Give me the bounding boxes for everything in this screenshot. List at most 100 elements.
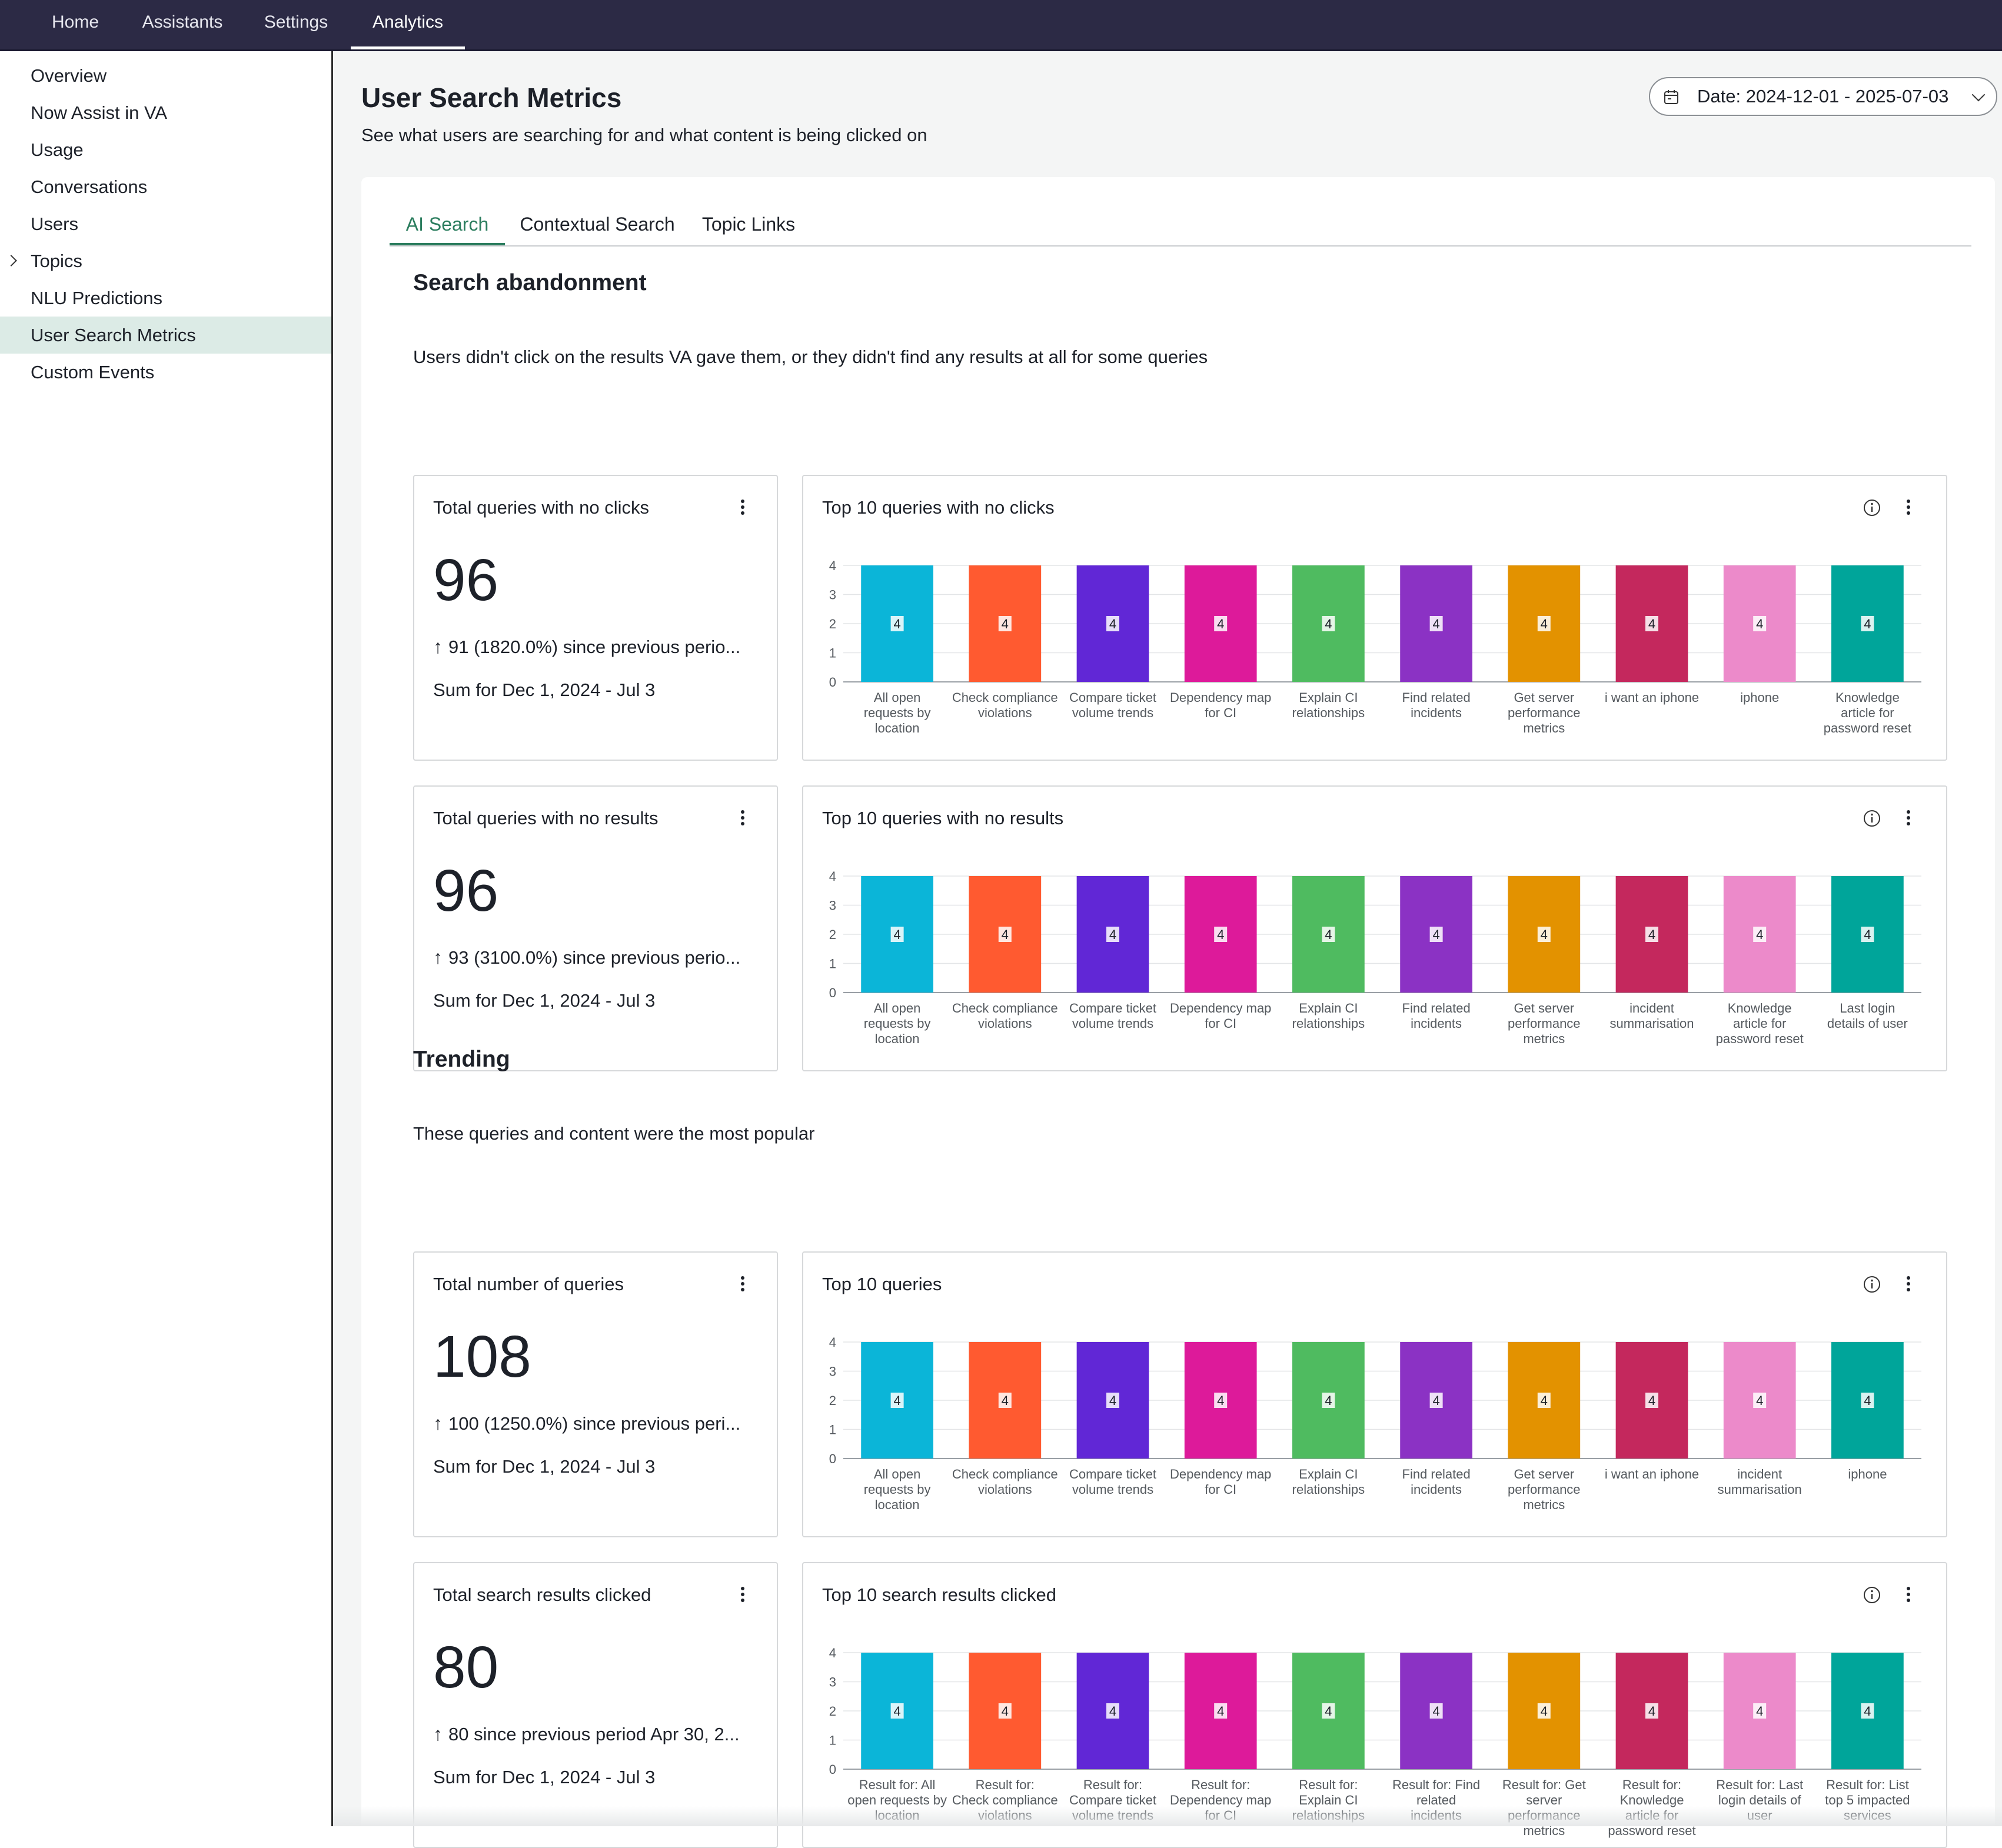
more-options-icon[interactable] <box>740 1276 745 1294</box>
arrow-up-icon: ↑ <box>433 1723 443 1744</box>
more-options-icon[interactable] <box>1906 1587 1911 1604</box>
more-options-icon[interactable] <box>1906 1276 1911 1294</box>
sidebar-item-overview[interactable]: Overview <box>0 57 331 94</box>
x-tick-label: All open requests by location <box>864 690 931 735</box>
date-range-button[interactable]: Date: 2024-12-01 - 2025-07-03 <box>1649 77 1997 116</box>
data-label-bg <box>1429 1703 1443 1719</box>
kpi-title: Total queries with no results <box>433 808 659 828</box>
info-icon[interactable] <box>1863 1586 1881 1604</box>
top-nav: Home Assistants Settings Analytics <box>0 0 2002 51</box>
data-label: 4 <box>1541 617 1548 631</box>
data-label-bg <box>1322 927 1335 942</box>
data-label-bg <box>1322 616 1335 631</box>
chart-title: Top 10 search results clicked <box>822 1584 1057 1605</box>
data-label-bg <box>998 616 1012 631</box>
y-tick-label: 2 <box>829 617 836 631</box>
kpi-sum-range: Sum for Dec 1, 2024 - Jul 3 <box>433 1456 656 1477</box>
kpi-sum-range: Sum for Dec 1, 2024 - Jul 3 <box>433 990 656 1011</box>
y-tick-label: 4 <box>829 869 836 884</box>
sidebar-item-custom-events[interactable]: Custom Events <box>0 354 331 391</box>
kpi-delta: ↑ 100 (1250.0%) since previous peri... <box>433 1413 763 1434</box>
data-label: 4 <box>893 617 900 631</box>
sidebar-item-nlu-predictions[interactable]: NLU Predictions <box>0 279 331 317</box>
more-options-icon[interactable] <box>740 1587 745 1604</box>
sidebar-item-label: NLU Predictions <box>31 288 162 308</box>
data-label-bg <box>1214 616 1228 631</box>
data-label: 4 <box>1325 927 1332 942</box>
sidebar-item-now-assist[interactable]: Now Assist in VA <box>0 94 331 131</box>
data-label-bg <box>1753 1393 1767 1408</box>
more-options-icon[interactable] <box>740 500 745 517</box>
nav-analytics[interactable]: Analytics <box>351 0 465 49</box>
data-label: 4 <box>1002 617 1009 631</box>
arrow-up-icon: ↑ <box>433 1413 443 1434</box>
data-label: 4 <box>1432 1393 1439 1408</box>
nav-assistants[interactable]: Assistants <box>142 12 223 32</box>
x-tick-label: Check compliance violations <box>952 1001 1058 1031</box>
data-label-bg <box>1861 1703 1874 1719</box>
chevron-right-icon[interactable] <box>5 254 17 267</box>
data-label: 4 <box>1217 1393 1224 1408</box>
bar-chart-no-results: 0 1 2 3 4 4 All open requests by location 4 Check … <box>829 869 1921 1046</box>
x-tick-label: Get server performance metrics <box>1508 690 1581 735</box>
page-title: User Search Metrics <box>361 82 622 113</box>
kpi-card-total-queries: Total number of queries 108 ↑ 100 (1250.0… <box>413 1251 778 1537</box>
x-tick-label: Dependency map for CI <box>1170 690 1271 720</box>
data-label: 4 <box>1864 617 1871 631</box>
sidebar-item-label: Overview <box>31 65 107 86</box>
more-options-icon[interactable] <box>740 810 745 828</box>
kpi-delta-text: 100 (1250.0%) since previous peri... <box>448 1413 741 1434</box>
tab-contextual-search[interactable]: Contextual Search <box>520 214 675 235</box>
tab-topic-links[interactable]: Topic Links <box>701 214 796 235</box>
section-desc-abandonment: Users didn't click on the results VA gav… <box>413 347 1208 367</box>
y-tick-label: 3 <box>829 588 836 602</box>
nav-settings[interactable]: Settings <box>264 12 328 32</box>
x-tick-label: Last login details of user <box>1827 1001 1908 1031</box>
info-icon[interactable] <box>1863 1275 1881 1294</box>
nav-home[interactable]: Home <box>51 12 99 32</box>
data-label-bg <box>1429 616 1443 631</box>
x-tick-label: Explain CI relationships <box>1292 1001 1365 1031</box>
sidebar-item-users[interactable]: Users <box>0 205 331 242</box>
data-label: 4 <box>1756 1393 1763 1408</box>
data-label: 4 <box>893 1704 900 1719</box>
data-label-bg <box>1106 1703 1119 1719</box>
y-tick-label: 0 <box>829 1451 836 1466</box>
arrow-up-icon: ↑ <box>433 947 443 968</box>
x-tick-label: iphone <box>1740 690 1779 705</box>
section-title-abandonment: Search abandonment <box>413 270 647 295</box>
y-tick-label: 0 <box>829 1762 836 1777</box>
kpi-value: 108 <box>433 1324 531 1390</box>
kpi-delta: ↑ 80 since previous period Apr 30, 2... <box>433 1723 763 1745</box>
data-label-bg <box>998 927 1012 942</box>
x-tick-label: incident summarisation <box>1718 1467 1802 1497</box>
more-options-icon[interactable] <box>1906 500 1911 517</box>
tab-bar: AI Search Contextual Search Topic Links <box>390 203 1971 247</box>
info-icon[interactable] <box>1863 498 1881 517</box>
sidebar-item-topics[interactable]: Topics <box>0 242 331 279</box>
data-label-bg <box>1537 1703 1551 1719</box>
data-label: 4 <box>1109 927 1116 942</box>
y-tick-label: 4 <box>829 1646 836 1660</box>
data-label: 4 <box>1109 1704 1116 1719</box>
sidebar-item-label: Users <box>31 214 78 234</box>
info-icon[interactable] <box>1863 809 1881 828</box>
more-options-icon[interactable] <box>1906 810 1911 828</box>
data-label-bg <box>1753 1703 1767 1719</box>
sidebar-item-usage[interactable]: Usage <box>0 131 331 168</box>
x-tick-label: Get server performance metrics <box>1508 1001 1581 1046</box>
data-label-bg <box>1861 1393 1874 1408</box>
data-label-bg <box>1645 616 1658 631</box>
tab-ai-search[interactable]: AI Search <box>390 203 505 245</box>
data-label: 4 <box>1756 927 1763 942</box>
x-tick-label: Dependency map for CI <box>1170 1467 1271 1497</box>
chevron-down-icon <box>1971 88 1986 102</box>
data-label-bg <box>1322 1393 1335 1408</box>
kpi-value: 96 <box>433 858 499 924</box>
sidebar-item-user-search-metrics[interactable]: User Search Metrics <box>0 317 331 354</box>
data-label-bg <box>1322 1703 1335 1719</box>
sidebar-item-label: User Search Metrics <box>31 325 196 345</box>
sidebar-item-conversations[interactable]: Conversations <box>0 168 331 205</box>
x-tick-label: Explain CI relationships <box>1292 690 1365 720</box>
data-label: 4 <box>1325 1393 1332 1408</box>
